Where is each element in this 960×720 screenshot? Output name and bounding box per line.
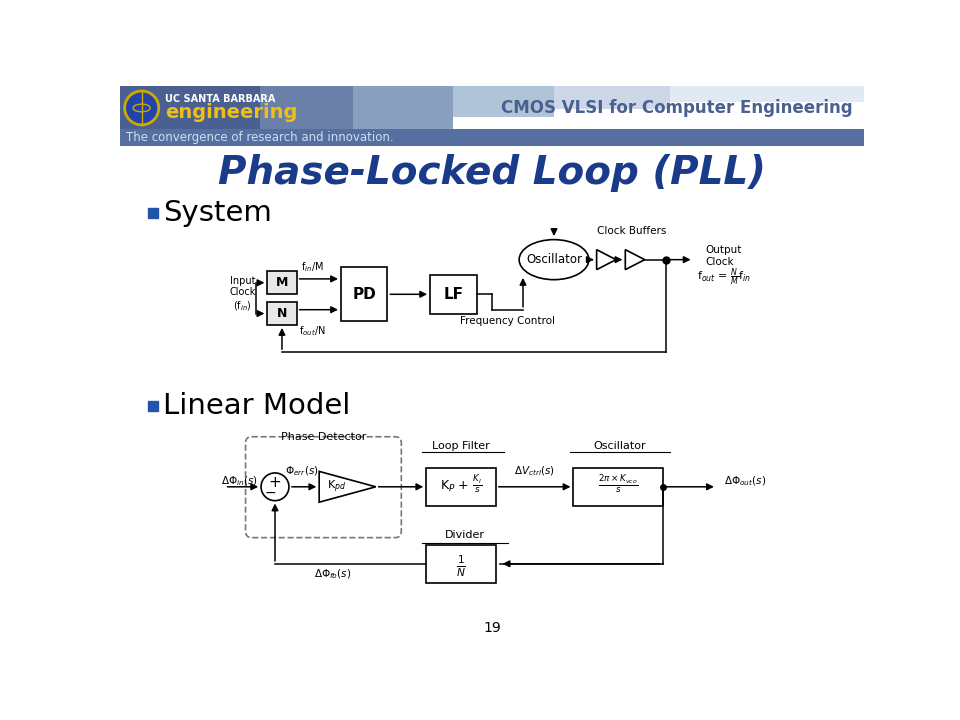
Bar (259, 86, 352, 129)
Ellipse shape (519, 240, 588, 279)
Text: UC SANTA BARBARA: UC SANTA BARBARA (165, 94, 276, 104)
Text: f$_{out}$ = $\frac{N}{M}$f$_{in}$: f$_{out}$ = $\frac{N}{M}$f$_{in}$ (697, 266, 752, 288)
Text: $\frac{1}{N}$: $\frac{1}{N}$ (456, 554, 466, 579)
Text: K$_P$ + $\frac{K_I}{s}$: K$_P$ + $\frac{K_I}{s}$ (440, 474, 482, 495)
Text: +: + (269, 475, 281, 490)
Text: $\frac{2\pi \times K_{vco}}{s}$: $\frac{2\pi \times K_{vco}}{s}$ (598, 474, 638, 495)
Text: $\Delta\Phi_{fb}(s)$: $\Delta\Phi_{fb}(s)$ (315, 567, 351, 580)
Text: Oscillator: Oscillator (593, 441, 646, 451)
Text: N: N (276, 307, 287, 320)
Circle shape (125, 91, 158, 125)
Text: Phase Detector: Phase Detector (281, 432, 367, 442)
Bar (120, 129, 864, 145)
Text: System: System (163, 199, 273, 228)
Text: Output
Clock: Output Clock (706, 245, 741, 266)
Text: $\Phi_{err}(s)$: $\Phi_{err}(s)$ (285, 464, 319, 478)
Text: 19: 19 (483, 621, 501, 635)
Bar (426, 544, 496, 583)
Text: Loop Filter: Loop Filter (432, 441, 490, 451)
Text: f$_{in}$/M: f$_{in}$/M (300, 261, 324, 274)
Bar (341, 267, 388, 321)
Text: CMOS VLSI for Computer Engineering: CMOS VLSI for Computer Engineering (501, 99, 852, 117)
Bar (120, 86, 259, 129)
Text: LF: LF (444, 287, 464, 302)
Text: M: M (276, 276, 288, 289)
Bar (267, 302, 297, 325)
Text: Phase-Locked Loop (PLL): Phase-Locked Loop (PLL) (218, 153, 766, 192)
Bar (573, 467, 662, 506)
Text: Linear Model: Linear Model (163, 392, 350, 420)
Polygon shape (625, 250, 645, 270)
Text: $\Delta\Phi_{in}(s)$: $\Delta\Phi_{in}(s)$ (221, 474, 257, 488)
Text: Input
Clock
(f$_{in}$): Input Clock (f$_{in}$) (229, 276, 255, 313)
Bar (670, 86, 864, 102)
Polygon shape (319, 472, 375, 502)
Bar (453, 86, 554, 117)
Bar (352, 86, 453, 129)
Text: PD: PD (352, 287, 376, 302)
Bar (267, 271, 297, 294)
Text: Divider: Divider (444, 531, 485, 540)
Text: −: − (265, 486, 276, 500)
Text: engineering: engineering (165, 103, 298, 122)
Circle shape (261, 473, 289, 500)
Text: $\Delta V_{ctrl}(s)$: $\Delta V_{ctrl}(s)$ (515, 464, 555, 478)
Text: Clock Buffers: Clock Buffers (597, 226, 666, 236)
Text: K$_{pd}$: K$_{pd}$ (327, 479, 347, 495)
Text: f$_{out}$/N: f$_{out}$/N (299, 324, 325, 338)
Polygon shape (596, 250, 616, 270)
Text: The convergence of research and innovation.: The convergence of research and innovati… (126, 131, 394, 144)
Bar (426, 467, 496, 506)
Bar (554, 86, 670, 109)
Text: Frequency Control: Frequency Control (460, 316, 555, 326)
Text: $\Delta\Phi_{out}(s)$: $\Delta\Phi_{out}(s)$ (725, 474, 767, 488)
Text: Oscillator: Oscillator (526, 253, 582, 266)
Bar (430, 275, 476, 313)
